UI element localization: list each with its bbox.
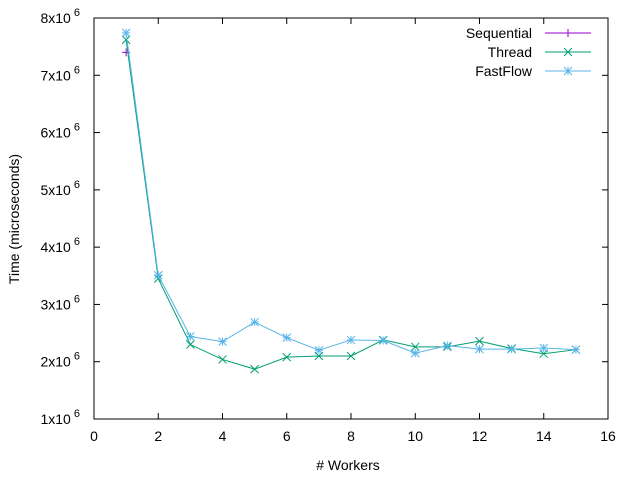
y-tick-mantissa: 5x10 [40, 182, 71, 198]
data-point-fastflow [443, 341, 452, 351]
y-tick-label: 6x10 6 [40, 122, 80, 141]
y-tick-exponent: 6 [71, 64, 80, 76]
x-tick-label: 8 [347, 428, 355, 444]
series-thread [121, 35, 581, 374]
data-point-thread [250, 364, 259, 374]
data-point-fastflow [378, 336, 388, 345]
data-point-fastflow [314, 345, 324, 355]
legend-label-thread: Thread [488, 44, 532, 60]
x-tick-label: 0 [90, 428, 98, 444]
data-point-fastflow [571, 345, 581, 355]
y-tick-exponent: 6 [71, 351, 80, 363]
x-tick-label: 10 [407, 428, 423, 444]
x-tick-label: 12 [472, 428, 488, 444]
y-tick-label: 7x10 6 [40, 64, 80, 83]
y-tick-label: 8x10 6 [40, 7, 80, 26]
series-line-fastflow [125, 32, 576, 354]
x-tick-label: 16 [600, 428, 616, 444]
x-tick-label: 14 [536, 428, 552, 444]
y-tick-label: 5x10 6 [40, 179, 80, 198]
data-point-thread [410, 342, 420, 352]
y-tick-exponent: 6 [71, 236, 80, 248]
data-point-fastflow [153, 270, 163, 280]
y-tick-mantissa: 8x10 [40, 10, 71, 26]
y-tick-label: 1x10 6 [40, 408, 80, 427]
legend-label-fastflow: FastFlow [475, 63, 533, 79]
data-point-thread [186, 340, 195, 349]
y-tick-mantissa: 4x10 [40, 239, 71, 255]
data-point-thread [282, 352, 292, 362]
data-point-fastflow [539, 343, 549, 353]
data-point-fastflow [346, 335, 356, 345]
y-tick-label: 4x10 6 [40, 236, 80, 255]
data-point-fastflow [507, 344, 516, 354]
series-layer [121, 28, 581, 374]
data-point-thread [121, 35, 131, 45]
y-tick-label: 2x10 6 [40, 351, 80, 370]
legend: Sequential Thread FastFlow [466, 25, 591, 79]
y-tick-mantissa: 3x10 [40, 296, 71, 312]
legend-label-sequential: Sequential [466, 25, 532, 41]
legend-marker-sequential [564, 29, 572, 37]
data-point-fastflow [121, 28, 131, 38]
y-tick-label: 3x10 6 [40, 293, 80, 312]
y-tick-mantissa: 1x10 [40, 411, 71, 427]
legend-marker-thread [563, 47, 573, 57]
data-point-thread [475, 336, 484, 346]
data-point-thread [218, 355, 227, 364]
y-tick-exponent: 6 [71, 7, 80, 19]
data-point-fastflow [186, 332, 195, 341]
y-tick-exponent: 6 [71, 179, 80, 191]
data-point-fastflow [475, 344, 484, 354]
y-tick-mantissa: 2x10 [40, 354, 71, 370]
series-fastflow [121, 28, 581, 358]
y-tick-exponent: 6 [71, 293, 80, 305]
x-tick-label: 6 [283, 428, 291, 444]
x-tick-label: 2 [154, 428, 162, 444]
data-point-thread [346, 351, 356, 361]
y-axis-label: Time (microseconds) [6, 154, 22, 284]
data-point-fastflow [410, 348, 420, 358]
series-line-thread [125, 39, 576, 370]
x-axis-label: # Workers [316, 457, 380, 473]
y-tick-mantissa: 7x10 [40, 67, 71, 83]
data-point-fastflow [282, 333, 292, 343]
y-tick-exponent: 6 [71, 408, 80, 420]
y-tick-exponent: 6 [71, 122, 80, 134]
data-point-fastflow [250, 317, 259, 327]
y-tick-mantissa: 6x10 [40, 125, 71, 141]
legend-marker-fastflow [563, 66, 573, 76]
x-tick-label: 4 [219, 428, 227, 444]
data-point-fastflow [218, 337, 227, 347]
